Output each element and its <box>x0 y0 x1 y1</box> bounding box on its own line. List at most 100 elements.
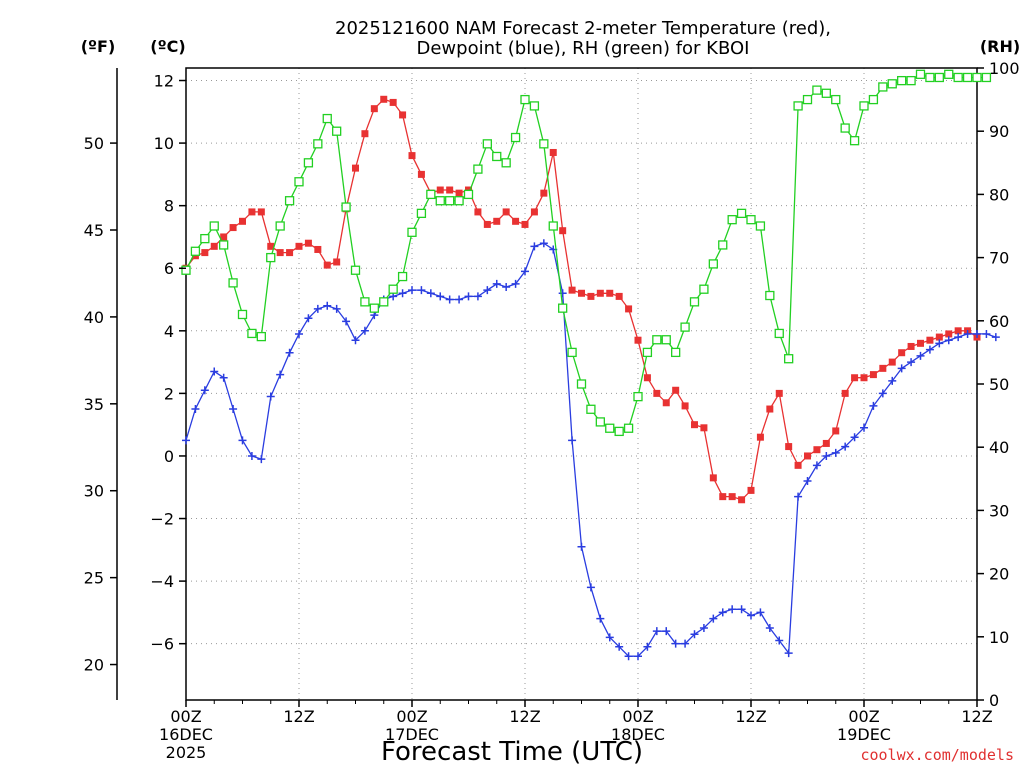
rh-point <box>784 354 794 364</box>
temperature-point <box>804 452 811 460</box>
dewpoint-point <box>426 289 435 298</box>
dewpoint-point <box>219 373 228 382</box>
tick-label-celsius: −2 <box>150 510 174 529</box>
dewpoint-point <box>295 329 303 338</box>
rh-point <box>463 189 474 200</box>
dewpoint-point <box>850 433 859 442</box>
temperature-point <box>832 427 840 435</box>
dewpoint-point <box>935 339 944 348</box>
tick-label-fahrenheit: 50 <box>84 134 104 153</box>
temperature-point <box>286 249 294 257</box>
temperature-point <box>879 364 887 372</box>
rh-point <box>605 423 615 433</box>
temperature-point <box>295 242 303 250</box>
temperature-point <box>907 342 915 350</box>
temperature-point <box>210 242 218 250</box>
temperature-point <box>549 148 557 156</box>
rh-point <box>256 331 266 342</box>
dewpoint-point <box>709 614 718 623</box>
temperature-point <box>625 305 633 313</box>
temperature-point <box>257 208 265 216</box>
dewpoint-point <box>860 423 868 432</box>
rh-point <box>831 94 841 105</box>
dewpoint-point <box>473 292 482 301</box>
dewpoint-point <box>803 476 812 485</box>
rh-point <box>623 423 634 433</box>
dewpoint-point <box>191 405 200 414</box>
dewpoint-point <box>285 348 294 357</box>
dewpoint-point <box>605 633 614 642</box>
tick-label-celsius: 2 <box>164 384 174 403</box>
dewpoint-point <box>492 279 501 288</box>
tick-label-x: 00Z <box>170 707 201 726</box>
fahrenheit-unit-label: (ºF) <box>81 37 116 56</box>
dewpoint-point <box>944 336 953 345</box>
temperature-point <box>662 399 670 407</box>
dewpoint-point <box>342 317 351 326</box>
rh-point <box>369 303 379 313</box>
dewpoint-point <box>963 329 972 338</box>
rh-point <box>576 379 587 389</box>
rh-point <box>520 94 530 105</box>
rh-point <box>275 221 285 231</box>
dewpoint-point <box>634 652 642 661</box>
tick-label-celsius: 0 <box>164 447 174 466</box>
temperature-point <box>389 98 397 106</box>
temperature-point <box>841 389 849 397</box>
dewpoint-point <box>954 333 963 342</box>
temperature-point <box>502 208 510 216</box>
rh-point <box>548 221 558 231</box>
rh-point <box>868 94 879 105</box>
dewpoint-point <box>445 295 454 304</box>
rh-point <box>360 297 370 307</box>
rh-point <box>294 177 304 187</box>
temperature-point <box>700 424 708 432</box>
temperature-point <box>869 371 877 379</box>
temperature-point <box>276 249 284 257</box>
temperature-point <box>239 217 246 225</box>
rh-point <box>181 265 191 275</box>
temperature-point <box>672 386 680 394</box>
rh-point <box>652 335 662 345</box>
temperature-point <box>615 292 623 300</box>
dewpoint-point <box>455 295 464 304</box>
dewpoint-point <box>615 642 624 651</box>
rh-point <box>397 271 408 282</box>
tick-label-x-date: 16DEC <box>159 725 213 744</box>
axes-layer: −6−4−20246810122025303540455001020304050… <box>84 59 1020 762</box>
rh-point <box>906 75 916 86</box>
rh-point <box>944 69 954 79</box>
temperature-point <box>521 220 529 228</box>
temperature-point <box>766 405 774 413</box>
rh-point <box>303 158 314 168</box>
temperature-point <box>483 220 491 228</box>
rh-point <box>219 240 229 250</box>
rh-point <box>708 259 718 269</box>
rh-point <box>755 221 766 231</box>
tick-label-rh: 30 <box>989 501 1009 520</box>
tick-label-x-date: 19DEC <box>837 725 891 744</box>
dewpoint-point <box>747 611 755 620</box>
tick-label-x-date: 18DEC <box>611 725 665 744</box>
temperature-point <box>775 389 783 397</box>
temperature-point <box>945 330 953 338</box>
rh-point <box>539 139 549 149</box>
tick-label-celsius: 4 <box>164 322 174 341</box>
dewpoint-point <box>662 627 671 636</box>
dewpoint-point <box>784 649 793 658</box>
dewpoint-point <box>332 304 341 313</box>
rh-point <box>887 79 897 89</box>
x-axis-title: Forecast Time (UTC) <box>381 737 643 767</box>
dewpoint-point <box>652 627 661 636</box>
rh-point <box>454 196 464 206</box>
dewpoint-point <box>841 442 850 451</box>
temperature-point <box>370 105 378 113</box>
rh-point <box>567 347 577 358</box>
dewpoint-point <box>436 292 445 301</box>
dewpoint-point <box>568 436 577 445</box>
dewpoint-point <box>765 624 774 633</box>
temperature-point <box>719 493 727 501</box>
dewpoint-point <box>794 492 803 501</box>
temperature-point <box>851 374 859 382</box>
